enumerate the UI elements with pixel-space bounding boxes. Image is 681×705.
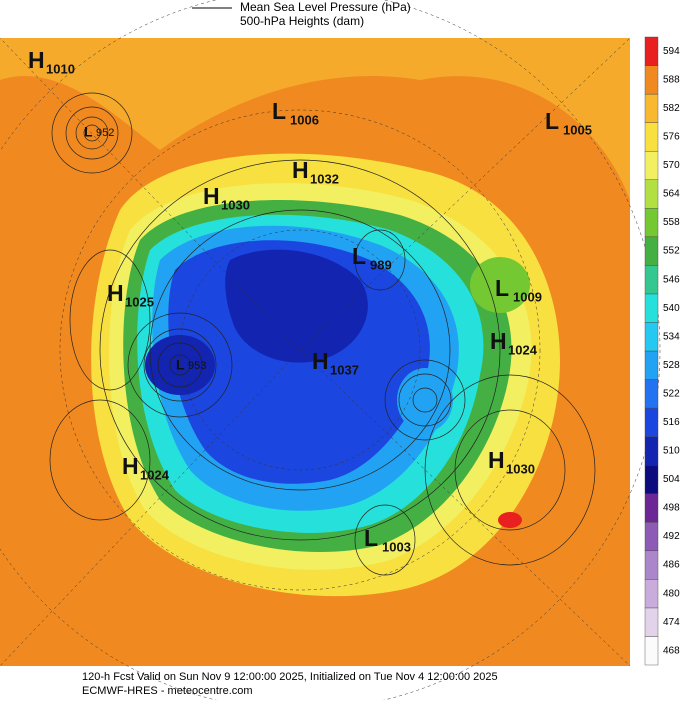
legend-text: 500-hPa Heights (dam) <box>240 14 364 28</box>
colorbar-label: 594 <box>663 46 680 57</box>
center-value: 1030 <box>221 197 250 212</box>
colorbar-swatch <box>644 436 659 466</box>
center-value: 1006 <box>290 112 319 127</box>
colorbar-swatch <box>644 493 659 523</box>
height-band <box>470 257 530 313</box>
center-letter: L <box>352 243 366 269</box>
center-letter: H <box>488 447 505 473</box>
center-letter: H <box>28 47 45 73</box>
center-letter: H <box>203 183 220 209</box>
colorbar-swatch <box>644 522 659 552</box>
center-value: 1003 <box>382 539 411 554</box>
colorbar-label: 522 <box>663 388 680 399</box>
footer-text: 120-h Fcst Valid on Sun Nov 9 12:00:00 2… <box>82 671 498 683</box>
colorbar-label: 546 <box>663 274 680 285</box>
center-letter: L <box>364 525 378 551</box>
map <box>0 0 661 705</box>
center-value: 1024 <box>140 467 170 482</box>
center-value: 1032 <box>310 171 339 186</box>
colorbar-label: 486 <box>663 560 680 571</box>
height-band <box>225 249 368 363</box>
center-letter: L <box>545 108 559 134</box>
colorbar-swatch <box>644 265 659 295</box>
colorbar-swatch <box>644 208 659 238</box>
height-band <box>498 512 522 528</box>
colorbar-label: 498 <box>663 503 680 514</box>
height-band <box>145 335 215 395</box>
height-band <box>397 368 453 432</box>
footer-text: ECMWF-HRES - meteocentre.com <box>82 685 253 697</box>
colorbar-label: 552 <box>663 246 680 257</box>
colorbar-swatch <box>644 550 659 580</box>
graticule <box>0 0 661 705</box>
colorbar-swatch <box>644 350 659 380</box>
colorbar-swatch <box>644 65 659 95</box>
center-letter: H <box>292 157 309 183</box>
center-value: 1030 <box>506 461 535 476</box>
legend-text: Mean Sea Level Pressure (hPa) <box>240 0 411 14</box>
colorbar-swatch <box>644 236 659 266</box>
colorbar-swatch <box>644 122 659 152</box>
colorbar-label: 504 <box>663 474 680 485</box>
center-letter: H <box>107 280 124 306</box>
colorbar-swatch <box>644 36 659 66</box>
colorbar-label: 564 <box>663 189 680 200</box>
colorbar-label: 468 <box>663 645 680 656</box>
colorbar-swatch <box>644 179 659 209</box>
center-value: 1009 <box>513 289 542 304</box>
colorbar-label: 480 <box>663 588 680 599</box>
center-value: 1010 <box>46 61 75 76</box>
colorbar-swatch <box>644 464 659 494</box>
colorbar-swatch <box>644 293 659 323</box>
colorbar-label: 582 <box>663 103 680 114</box>
center-letter: L <box>84 124 93 140</box>
colorbar-label: 510 <box>663 446 680 457</box>
colorbar-label: 570 <box>663 160 680 171</box>
center-value: 952 <box>96 127 114 139</box>
colorbar-swatch <box>644 607 659 637</box>
colorbar-label: 492 <box>663 531 680 542</box>
colorbar-label: 534 <box>663 331 680 342</box>
colorbar-swatch <box>644 150 659 180</box>
center-letter: L <box>176 357 185 373</box>
center-value: 1005 <box>563 122 592 137</box>
colorbar-swatch <box>644 379 659 409</box>
colorbar-swatch <box>644 93 659 123</box>
colorbar-label: 588 <box>663 74 680 85</box>
center-value: 1037 <box>330 362 359 377</box>
center-letter: H <box>122 453 139 479</box>
center-letter: L <box>495 275 509 301</box>
colorbar-swatch <box>644 636 659 666</box>
center-letter: H <box>312 348 329 374</box>
center-letter: L <box>272 98 286 124</box>
center-value: 1024 <box>508 342 538 357</box>
colorbar-swatch <box>644 322 659 352</box>
colorbar-swatch <box>644 579 659 609</box>
center-value: 953 <box>188 360 206 372</box>
colorbar-label: 558 <box>663 217 680 228</box>
center-value: 989 <box>370 257 392 272</box>
colorbar-label: 474 <box>663 617 680 628</box>
colorbar-label: 528 <box>663 360 680 371</box>
isobars <box>49 92 596 576</box>
center-value: 1025 <box>125 294 154 309</box>
colorbar-swatch <box>644 407 659 437</box>
warm-region <box>0 38 630 200</box>
center-letter: H <box>490 328 507 354</box>
colorbar-label: 540 <box>663 303 680 314</box>
colorbar-label: 516 <box>663 417 680 428</box>
colorbar-label: 576 <box>663 132 680 143</box>
colorbar: 468 474 480 486 492 498 504 510 516 522 528 534 540 5… <box>644 36 680 666</box>
